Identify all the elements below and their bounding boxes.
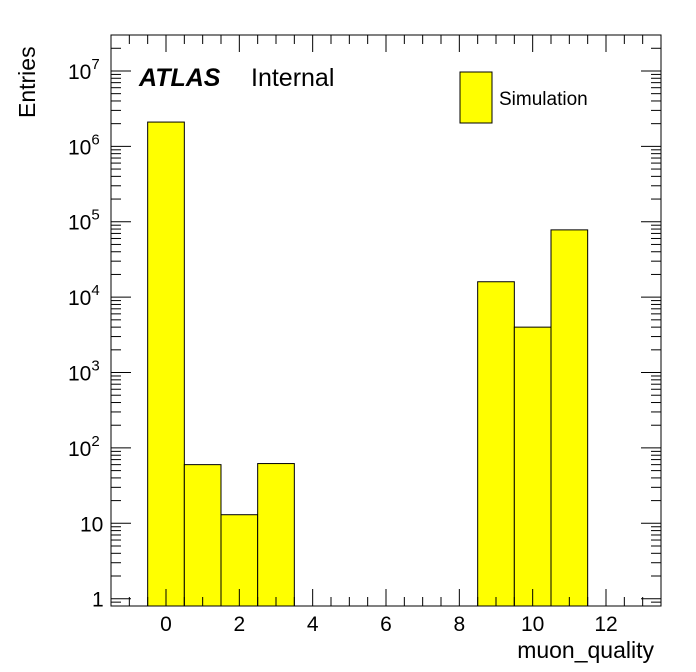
- x-tick-label: 6: [380, 613, 392, 636]
- y-tick-labels: 1 10 102 103 104 105 106 107: [68, 56, 104, 612]
- histogram-bar: [477, 281, 515, 607]
- histogram-bar: [147, 121, 185, 607]
- y-tick-label: 105: [68, 207, 100, 235]
- y-axis-title: Entries: [14, 46, 40, 118]
- x-axis-title: muon_quality: [517, 637, 654, 663]
- atlas-label: ATLAS: [138, 64, 221, 92]
- legend-swatch-simulation: [459, 71, 493, 124]
- histogram-bar: [513, 326, 552, 607]
- y-tick-label: 106: [68, 131, 100, 159]
- x-tick-label: 4: [307, 613, 319, 636]
- histogram-bars: [147, 121, 589, 607]
- y-tick-label: 1: [92, 589, 104, 612]
- x-tick-label: 12: [594, 613, 617, 636]
- plot-frame: [110, 34, 662, 607]
- histogram-bar: [220, 514, 259, 607]
- x-tick-labels: 0 2 4 6 8 10 12: [160, 613, 618, 636]
- legend-label-simulation: Simulation: [499, 89, 588, 110]
- y-tick-label: 10: [80, 513, 103, 536]
- y-tick-label: 104: [68, 282, 100, 310]
- histogram-bar: [550, 229, 589, 607]
- y-tick-label: 107: [68, 56, 100, 84]
- x-tick-label: 10: [521, 613, 544, 636]
- histogram-bar: [183, 464, 222, 607]
- axis-ticks: [110, 34, 662, 607]
- y-tick-label: 102: [68, 433, 100, 461]
- x-tick-label: 2: [233, 613, 245, 636]
- x-tick-label: 8: [453, 613, 465, 636]
- x-tick-label: 0: [160, 613, 172, 636]
- histogram-bar: [257, 463, 295, 607]
- legend: Simulation: [459, 71, 588, 124]
- y-tick-label: 103: [68, 358, 100, 386]
- internal-label: Internal: [251, 64, 334, 92]
